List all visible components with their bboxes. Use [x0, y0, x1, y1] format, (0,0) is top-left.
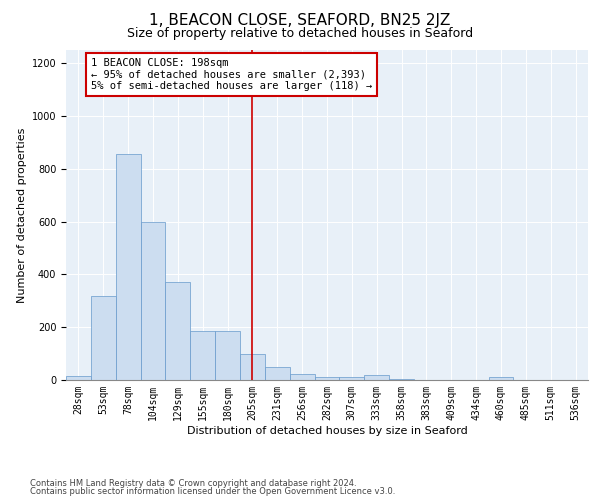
- Bar: [190, 331, 215, 380]
- Bar: [340, 376, 364, 380]
- Bar: [116, 154, 140, 380]
- Bar: [290, 374, 314, 380]
- Bar: [265, 367, 290, 380]
- Text: Contains HM Land Registry data © Crown copyright and database right 2024.: Contains HM Land Registry data © Crown c…: [30, 478, 356, 488]
- Bar: [66, 376, 91, 380]
- Bar: [389, 378, 414, 380]
- Text: 1, BEACON CLOSE, SEAFORD, BN25 2JZ: 1, BEACON CLOSE, SEAFORD, BN25 2JZ: [149, 12, 451, 28]
- Text: 1 BEACON CLOSE: 198sqm
← 95% of detached houses are smaller (2,393)
5% of semi-d: 1 BEACON CLOSE: 198sqm ← 95% of detached…: [91, 58, 372, 91]
- Bar: [215, 331, 240, 380]
- X-axis label: Distribution of detached houses by size in Seaford: Distribution of detached houses by size …: [187, 426, 467, 436]
- Text: Size of property relative to detached houses in Seaford: Size of property relative to detached ho…: [127, 28, 473, 40]
- Bar: [364, 375, 389, 380]
- Bar: [140, 222, 166, 380]
- Bar: [166, 282, 190, 380]
- Bar: [314, 376, 340, 380]
- Bar: [240, 354, 265, 380]
- Bar: [488, 377, 514, 380]
- Bar: [91, 296, 116, 380]
- Y-axis label: Number of detached properties: Number of detached properties: [17, 128, 28, 302]
- Text: Contains public sector information licensed under the Open Government Licence v3: Contains public sector information licen…: [30, 487, 395, 496]
